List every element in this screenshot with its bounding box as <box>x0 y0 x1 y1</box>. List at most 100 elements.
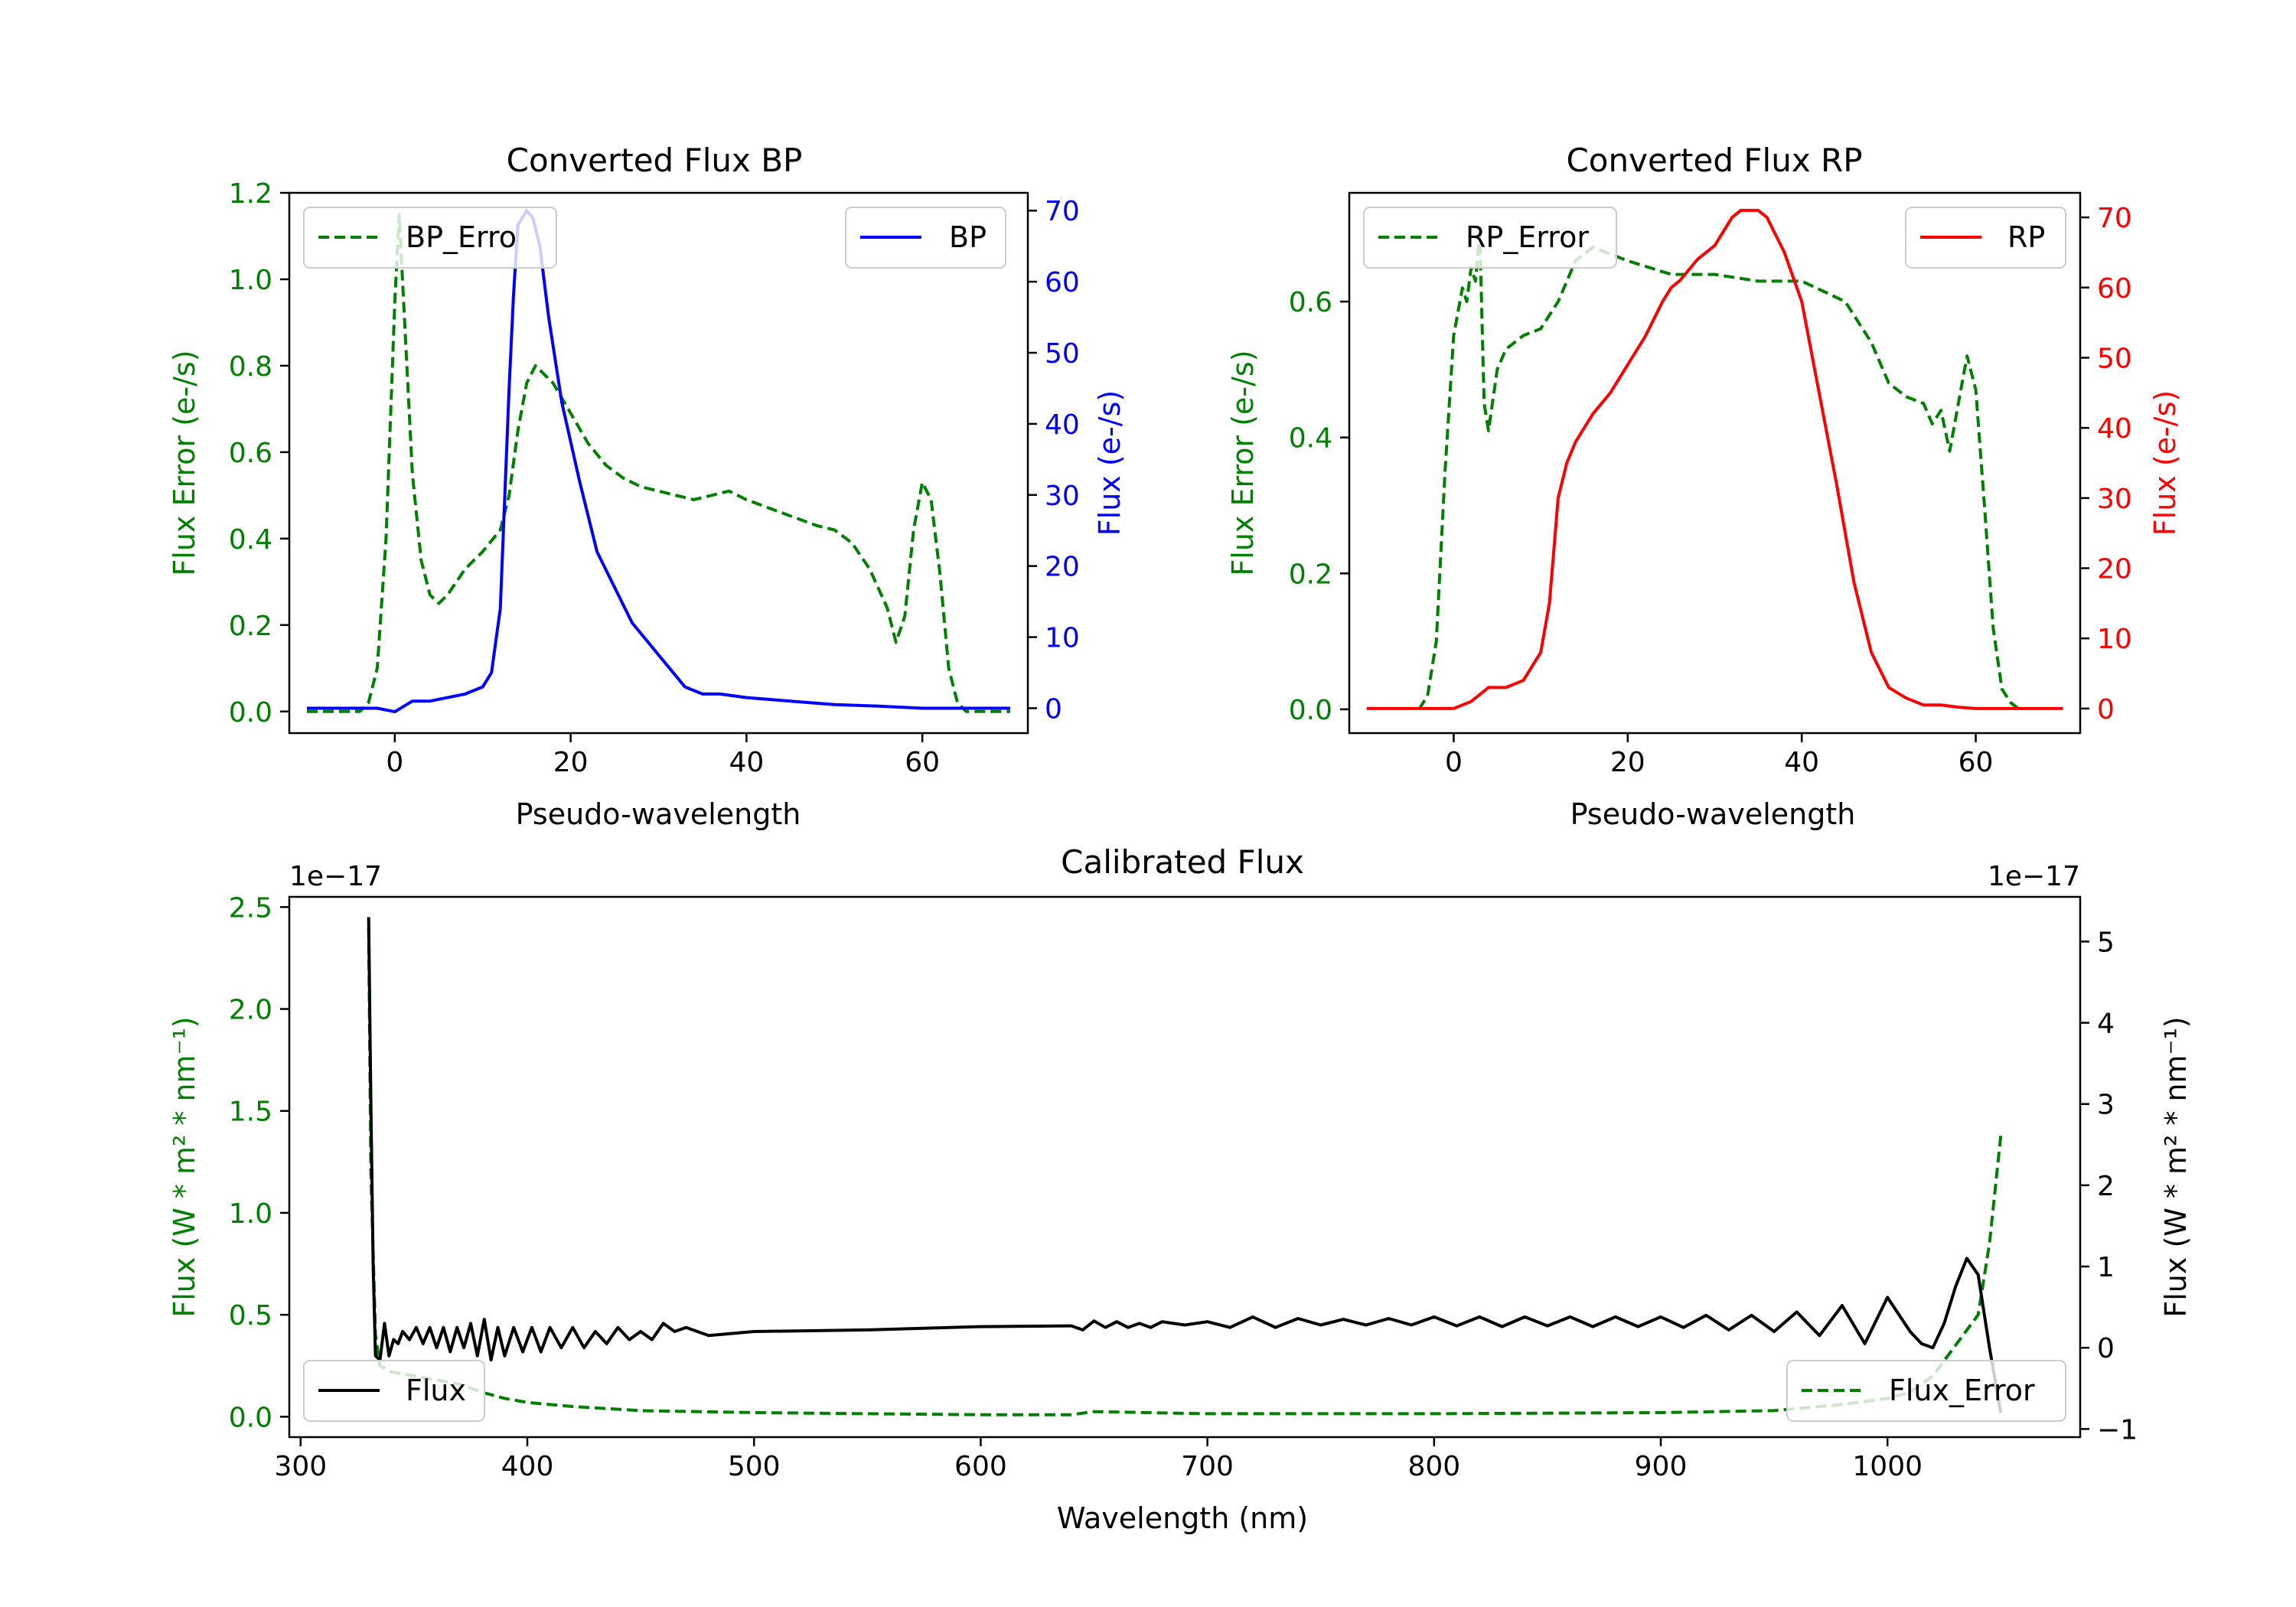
rp-x-tick-label: 0 <box>1445 747 1463 778</box>
rp-legend-label: RP <box>2007 220 2045 254</box>
bp-right-tick-label: 10 <box>1045 623 1080 654</box>
rp-x-tick-label: 40 <box>1784 747 1819 778</box>
cal-right-y-label: Flux (W * m² * nm⁻¹) <box>2159 1016 2193 1317</box>
rp-x-axis: 0 20 40 60 <box>1445 733 1994 778</box>
cal-right-tick-label: 2 <box>2097 1171 2115 1202</box>
bp-left-axis: 0.0 0.2 0.4 0.6 0.8 1.0 1.2 <box>229 178 289 729</box>
rp-right-tick-label: 60 <box>2097 273 2132 305</box>
rp-title: Converted Flux RP <box>1566 142 1862 179</box>
cal-right-axis: −1 0 1 2 3 4 5 <box>2080 927 2138 1446</box>
cal-x-tick-label: 600 <box>954 1451 1007 1482</box>
bp-right-axis: 0 10 20 30 40 50 60 70 <box>1028 196 1080 725</box>
bp-right-tick-label: 20 <box>1045 552 1080 583</box>
rp-x-tick-label: 20 <box>1610 747 1645 778</box>
rp-right-tick-label: 70 <box>2097 203 2132 234</box>
cal-left-tick-label: 2.5 <box>229 892 272 924</box>
rp-right-y-label: Flux (e-/s) <box>2148 390 2182 536</box>
cal-error-legend-label: Flux_Error <box>1889 1374 2035 1407</box>
cal-x-tick-label: 400 <box>501 1451 554 1482</box>
rp-right-tick-label: 0 <box>2097 694 2115 725</box>
bp-right-tick-label: 40 <box>1045 409 1080 441</box>
bp-left-y-label: Flux Error (e-/s) <box>168 350 201 575</box>
rp-right-axis: 0 10 20 30 40 50 60 70 <box>2080 203 2132 725</box>
panel-calibrated: Calibrated Flux 300 400 500 600 700 800 900 100… <box>168 843 2193 1535</box>
cal-right-tick-label: 1 <box>2097 1252 2115 1283</box>
cal-right-tick-label: 5 <box>2097 927 2115 958</box>
rp-right-tick-label: 50 <box>2097 343 2132 374</box>
cal-series-flux-error <box>367 927 2003 1416</box>
cal-x-axis: 300 400 500 600 700 800 900 1000 <box>274 1437 1923 1482</box>
rp-left-axis: 0.0 0.2 0.4 0.6 <box>1289 287 1349 726</box>
bp-left-tick-label: 0.8 <box>229 351 272 383</box>
cal-right-tick-label: 3 <box>2097 1090 2115 1121</box>
bp-right-tick-label: 70 <box>1045 196 1080 227</box>
rp-right-tick-label: 10 <box>2097 624 2132 655</box>
cal-right-tick-label: 0 <box>2097 1333 2115 1364</box>
cal-right-tick-label: 4 <box>2097 1009 2115 1040</box>
bp-left-tick-label: 0.6 <box>229 438 272 469</box>
cal-x-tick-label: 900 <box>1635 1451 1688 1482</box>
bp-legend-left: BP_Erro <box>303 207 557 269</box>
rp-x-label: Pseudo-wavelength <box>1570 797 1856 831</box>
cal-left-axis: 0.0 0.5 1.0 1.5 2.0 2.5 <box>229 892 289 1433</box>
rp-right-tick-label: 30 <box>2097 484 2132 515</box>
rp-error-legend-label: RP_Error <box>1466 220 1589 254</box>
cal-plot-area <box>367 917 2003 1416</box>
rp-legend-left: RP_Error <box>1363 207 1617 269</box>
bp-left-tick-label: 1.0 <box>229 265 272 296</box>
bp-left-tick-label: 1.2 <box>229 178 272 210</box>
bp-right-y-label: Flux (e-/s) <box>1093 390 1127 536</box>
bp-series-bp <box>307 209 1010 714</box>
bp-left-tick-label: 0.0 <box>229 697 272 729</box>
cal-flux-legend-label: Flux <box>406 1374 466 1407</box>
bp-x-tick-label: 20 <box>553 747 589 778</box>
rp-left-tick-label: 0.6 <box>1289 287 1332 318</box>
rp-series-rp-error <box>1417 232 2020 711</box>
bp-title: Converted Flux BP <box>507 142 803 179</box>
cal-frame <box>288 895 2082 1439</box>
bp-right-tick-label: 60 <box>1045 267 1080 298</box>
bp-x-axis: 0 20 40 60 <box>386 733 940 778</box>
cal-left-tick-label: 2.0 <box>229 995 272 1026</box>
cal-legend-right: Flux_Error <box>1786 1360 2066 1422</box>
cal-x-tick-label: 500 <box>728 1451 781 1482</box>
cal-legend-left: Flux <box>303 1360 485 1422</box>
cal-left-tick-label: 0.5 <box>229 1300 272 1332</box>
rp-left-tick-label: 0.4 <box>1289 423 1332 455</box>
bp-x-tick-label: 0 <box>386 747 403 778</box>
bp-x-label: Pseudo-wavelength <box>516 797 801 831</box>
bp-right-tick-label: 50 <box>1045 338 1080 370</box>
cal-right-offset: 1e−17 <box>1988 861 2080 892</box>
rp-right-tick-label: 20 <box>2097 554 2132 585</box>
panel-bp: Converted Flux BP 0 20 40 60 0.00.20.40.60.… <box>168 142 1127 831</box>
cal-x-label: Wavelength (nm) <box>1057 1501 1308 1535</box>
bp-legend-label: BP <box>949 220 987 254</box>
bp-x-tick-label: 60 <box>905 747 940 778</box>
bp-series-bp-error <box>307 213 1010 713</box>
cal-left-tick-label: 0.0 <box>229 1402 272 1433</box>
rp-legend-right: RP <box>1905 207 2066 269</box>
bp-plot-area <box>307 209 1010 714</box>
cal-left-offset: 1e−17 <box>289 861 382 892</box>
cal-x-tick-label: 700 <box>1181 1451 1234 1482</box>
panel-rp: Converted Flux RP 0 20 40 60 0.0 0.2 0.4 0.6 0… <box>1226 142 2182 831</box>
cal-right-tick-label: −1 <box>2097 1414 2138 1446</box>
cal-x-tick-label: 800 <box>1407 1451 1460 1482</box>
bp-left-tick-label: 0.4 <box>229 524 272 556</box>
rp-left-tick-label: 0.2 <box>1289 559 1332 590</box>
cal-title: Calibrated Flux <box>1061 843 1304 881</box>
rp-frame <box>1348 191 2082 735</box>
bp-legend-right: BP <box>845 207 1006 269</box>
rp-right-tick-label: 40 <box>2097 413 2132 445</box>
rp-plot-area <box>1366 208 2063 711</box>
rp-left-tick-label: 0.0 <box>1289 695 1332 726</box>
bp-left-tick-label: 0.2 <box>229 611 272 642</box>
cal-left-tick-label: 1.0 <box>229 1198 272 1230</box>
cal-x-tick-label: 1000 <box>1852 1451 1923 1482</box>
bp-error-legend-label: BP_Erro <box>406 220 517 254</box>
cal-left-y-label: Flux (W * m² * nm⁻¹) <box>168 1016 201 1317</box>
rp-series-rp <box>1366 208 2063 710</box>
rp-x-tick-label: 60 <box>1958 747 1994 778</box>
bp-x-tick-label: 40 <box>729 747 764 778</box>
